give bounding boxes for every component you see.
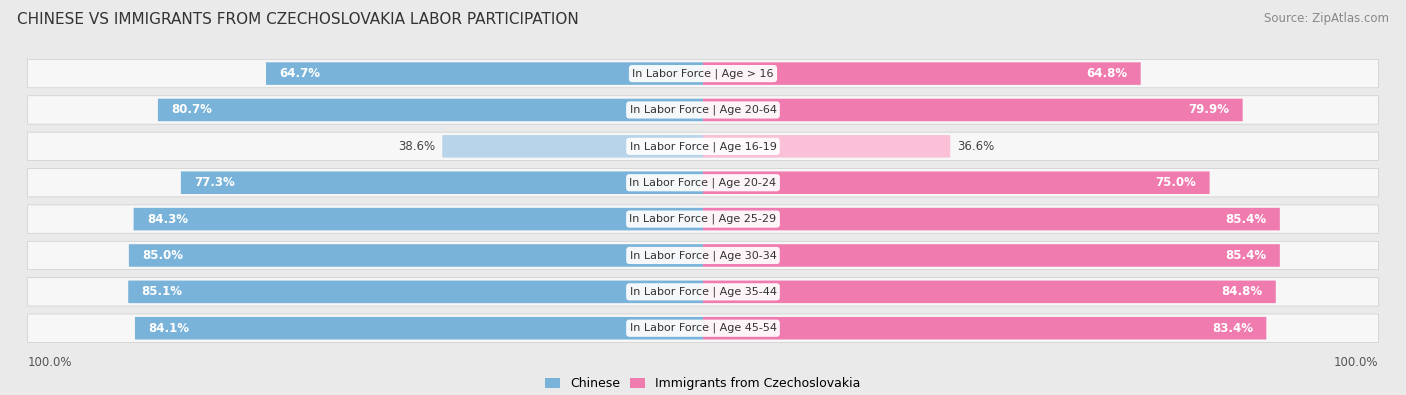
Text: 84.1%: 84.1%	[149, 322, 190, 335]
FancyBboxPatch shape	[181, 171, 703, 194]
Text: 85.4%: 85.4%	[1225, 213, 1267, 226]
FancyBboxPatch shape	[135, 317, 703, 339]
Text: 80.7%: 80.7%	[172, 103, 212, 117]
FancyBboxPatch shape	[28, 314, 1378, 342]
FancyBboxPatch shape	[28, 205, 1378, 233]
Text: Source: ZipAtlas.com: Source: ZipAtlas.com	[1264, 12, 1389, 25]
Text: In Labor Force | Age 45-54: In Labor Force | Age 45-54	[630, 323, 776, 333]
Text: 38.6%: 38.6%	[398, 140, 436, 153]
Text: 77.3%: 77.3%	[194, 176, 235, 189]
Text: 85.4%: 85.4%	[1225, 249, 1267, 262]
FancyBboxPatch shape	[28, 96, 1378, 124]
FancyBboxPatch shape	[28, 278, 1378, 306]
Text: 84.8%: 84.8%	[1222, 285, 1263, 298]
Text: 36.6%: 36.6%	[957, 140, 994, 153]
FancyBboxPatch shape	[703, 99, 1243, 121]
Text: 64.8%: 64.8%	[1085, 67, 1128, 80]
Legend: Chinese, Immigrants from Czechoslovakia: Chinese, Immigrants from Czechoslovakia	[540, 372, 866, 395]
FancyBboxPatch shape	[443, 135, 703, 158]
Text: 100.0%: 100.0%	[1334, 356, 1378, 369]
Text: In Labor Force | Age 25-29: In Labor Force | Age 25-29	[630, 214, 776, 224]
Text: In Labor Force | Age 30-34: In Labor Force | Age 30-34	[630, 250, 776, 261]
FancyBboxPatch shape	[28, 169, 1378, 197]
Text: 79.9%: 79.9%	[1188, 103, 1229, 117]
Text: CHINESE VS IMMIGRANTS FROM CZECHOSLOVAKIA LABOR PARTICIPATION: CHINESE VS IMMIGRANTS FROM CZECHOSLOVAKI…	[17, 12, 579, 27]
FancyBboxPatch shape	[157, 99, 703, 121]
FancyBboxPatch shape	[703, 280, 1275, 303]
FancyBboxPatch shape	[703, 208, 1279, 230]
FancyBboxPatch shape	[703, 62, 1140, 85]
FancyBboxPatch shape	[128, 280, 703, 303]
Text: In Labor Force | Age 35-44: In Labor Force | Age 35-44	[630, 287, 776, 297]
FancyBboxPatch shape	[703, 171, 1209, 194]
FancyBboxPatch shape	[28, 59, 1378, 88]
FancyBboxPatch shape	[703, 244, 1279, 267]
Text: 75.0%: 75.0%	[1156, 176, 1197, 189]
FancyBboxPatch shape	[28, 241, 1378, 270]
Text: 100.0%: 100.0%	[28, 356, 72, 369]
Text: In Labor Force | Age 20-64: In Labor Force | Age 20-64	[630, 105, 776, 115]
Text: 84.3%: 84.3%	[148, 213, 188, 226]
FancyBboxPatch shape	[129, 244, 703, 267]
Text: In Labor Force | Age 16-19: In Labor Force | Age 16-19	[630, 141, 776, 152]
Text: In Labor Force | Age > 16: In Labor Force | Age > 16	[633, 68, 773, 79]
FancyBboxPatch shape	[134, 208, 703, 230]
FancyBboxPatch shape	[28, 132, 1378, 160]
Text: In Labor Force | Age 20-24: In Labor Force | Age 20-24	[630, 177, 776, 188]
Text: 83.4%: 83.4%	[1212, 322, 1253, 335]
Text: 85.1%: 85.1%	[142, 285, 183, 298]
Text: 85.0%: 85.0%	[142, 249, 183, 262]
Text: 64.7%: 64.7%	[280, 67, 321, 80]
FancyBboxPatch shape	[703, 135, 950, 158]
FancyBboxPatch shape	[266, 62, 703, 85]
FancyBboxPatch shape	[703, 317, 1267, 339]
